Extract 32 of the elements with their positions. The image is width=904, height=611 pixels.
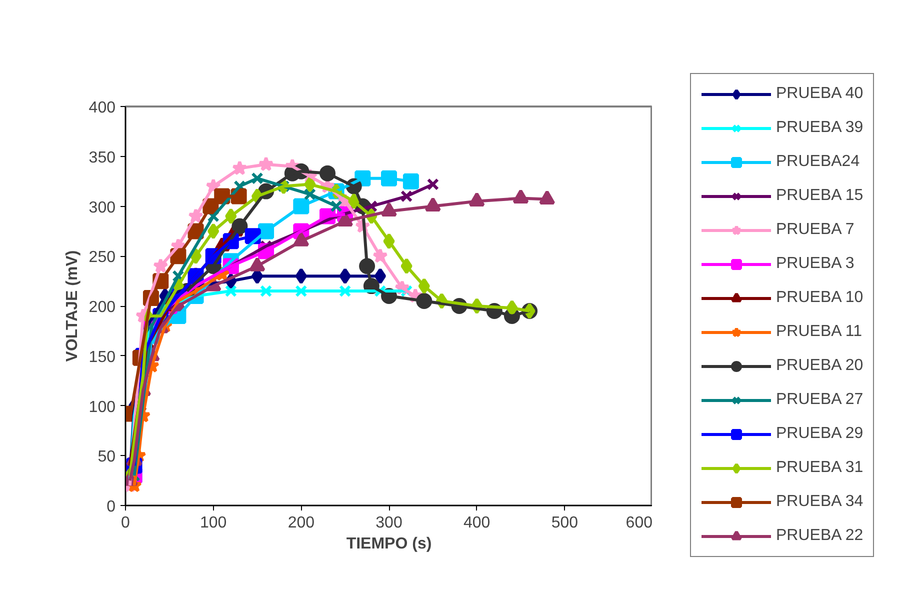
legend-label: PRUEBA 10 [776, 289, 864, 307]
x-tick-label: 600 [626, 514, 653, 532]
legend-label: PRUEBA 22 [776, 527, 864, 545]
y-tick-label: 0 [106, 498, 116, 516]
legend-label: PRUEBA 39 [776, 119, 864, 137]
y-axis-title: VOLTAJE (mV) [64, 250, 81, 362]
legend-label: PRUEBA24 [776, 153, 860, 171]
y-tick-label: 400 [88, 100, 116, 116]
legend-label: PRUEBA 7 [776, 221, 854, 239]
legend-label: PRUEBA 3 [776, 255, 854, 273]
x-tick-label: 0 [121, 514, 130, 532]
legend-label: PRUEBA 34 [776, 493, 864, 511]
x-tick-label: 200 [288, 514, 315, 532]
y-tick-label: 300 [88, 199, 116, 216]
legend-label: PRUEBA 40 [776, 85, 864, 103]
y-tick-label: 50 [98, 448, 116, 466]
x-tick-label: 400 [463, 514, 490, 532]
y-tick-label: 350 [88, 149, 116, 166]
y-tick-label: 100 [88, 398, 116, 416]
legend-label: PRUEBA 31 [776, 459, 864, 477]
legend-label: PRUEBA 20 [776, 357, 864, 375]
x-tick-label: 300 [376, 514, 402, 532]
legend-label: PRUEBA 27 [776, 391, 864, 409]
y-tick-label: 250 [88, 249, 116, 266]
x-tick-label: 100 [200, 514, 227, 532]
y-tick-label: 150 [88, 348, 116, 366]
x-tick-label: 500 [551, 514, 578, 532]
y-tick-label: 200 [88, 299, 116, 316]
x-axis-title: TIEMPO (s) [346, 536, 432, 552]
legend-label: PRUEBA 11 [776, 323, 862, 341]
legend-label: PRUEBA 29 [776, 425, 864, 443]
legend-label: PRUEBA 15 [776, 187, 864, 205]
